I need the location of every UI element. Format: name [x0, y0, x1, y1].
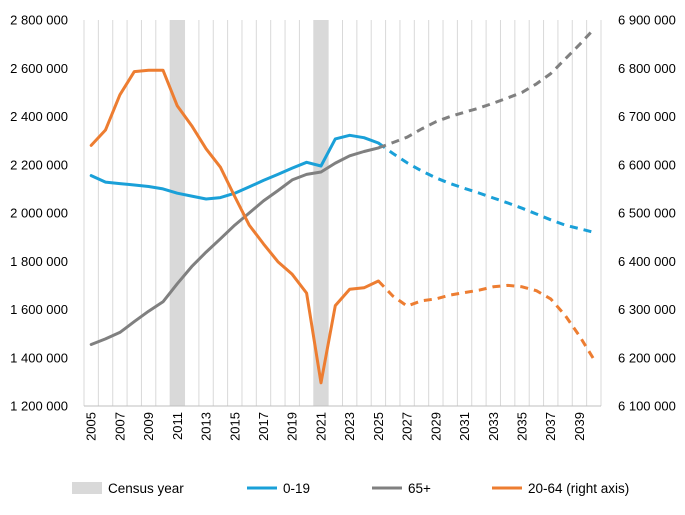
x-tick-label: 2031 [457, 412, 472, 441]
y-axis-left-ticks: 1 200 000 1 400 000 1 600 000 1 800 000 2 00… [10, 13, 68, 414]
series-projection-0-19 [377, 141, 595, 234]
y-left-tick-label: 1 200 000 [10, 399, 68, 414]
legend-swatch-census-year [72, 482, 102, 494]
x-tick-label: 2029 [428, 412, 443, 441]
series-line-20-64-right-axis [89, 68, 380, 385]
x-tick-label: 2009 [141, 412, 156, 441]
y-left-tick-label: 1 600 000 [10, 302, 68, 317]
x-tick-label: 2027 [400, 412, 415, 441]
x-tick-label: 2037 [543, 412, 558, 441]
legend-label-0-19: 0-19 [283, 481, 310, 496]
x-tick-label: 2025 [371, 412, 386, 441]
y-left-tick-label: 2 400 000 [10, 109, 68, 124]
x-tick-label: 2023 [342, 412, 357, 441]
series-line-65 [89, 146, 380, 346]
series-projection-20-64-right-axis [377, 279, 596, 360]
y-right-tick-label: 6 300 000 [618, 302, 676, 317]
x-tick-label: 2007 [112, 412, 127, 441]
x-tick-label: 2039 [572, 412, 587, 441]
x-tick-label: 2017 [256, 412, 271, 441]
y-right-tick-label: 6 900 000 [618, 13, 676, 28]
y-right-tick-label: 6 500 000 [618, 206, 676, 221]
census-band-2011 [170, 20, 185, 406]
y-axis-right-ticks: 6 100 000 6 200 000 6 300 000 6 400 000 6 50… [618, 13, 676, 414]
y-left-tick-label: 2 000 000 [10, 206, 68, 221]
y-left-tick-label: 2 800 000 [10, 13, 68, 28]
y-right-tick-label: 6 700 000 [618, 109, 676, 124]
y-right-tick-label: 6 100 000 [618, 399, 676, 414]
legend: Census year 0-19 65+ 20-64 (right axis) [72, 481, 629, 496]
y-right-tick-label: 6 200 000 [618, 350, 676, 365]
legend-label-20-64-right-axis: 20-64 (right axis) [528, 481, 629, 496]
x-tick-label: 2021 [313, 412, 328, 441]
vertical-gridlines [83, 20, 602, 406]
y-left-tick-label: 2 200 000 [10, 157, 68, 172]
series-line-0-19 [89, 133, 380, 201]
legend-label-census-year: Census year [108, 481, 184, 496]
y-right-tick-label: 6 600 000 [618, 157, 676, 172]
y-left-tick-label: 2 600 000 [10, 61, 68, 76]
x-tick-label: 2033 [486, 412, 501, 441]
census-bands [170, 20, 329, 406]
x-tick-label: 2013 [199, 412, 214, 441]
y-right-tick-label: 6 800 000 [618, 61, 676, 76]
x-tick-label: 2011 [170, 412, 185, 440]
x-tick-label: 2015 [227, 412, 242, 441]
y-left-tick-label: 1 400 000 [10, 350, 68, 365]
y-left-tick-label: 1 800 000 [10, 254, 68, 269]
y-right-tick-label: 6 400 000 [618, 254, 676, 269]
x-tick-label: 2005 [84, 412, 99, 441]
series-projection-65 [377, 28, 595, 150]
x-tick-label: 2019 [285, 412, 300, 441]
x-axis-ticks: 2005 2007 2009 2011 2013 2015 2017 2019 2021 2023… [84, 412, 587, 441]
series-lines [89, 28, 596, 385]
x-tick-label: 2035 [515, 412, 530, 441]
legend-label-65: 65+ [408, 481, 431, 496]
census-band-2021 [313, 20, 329, 406]
